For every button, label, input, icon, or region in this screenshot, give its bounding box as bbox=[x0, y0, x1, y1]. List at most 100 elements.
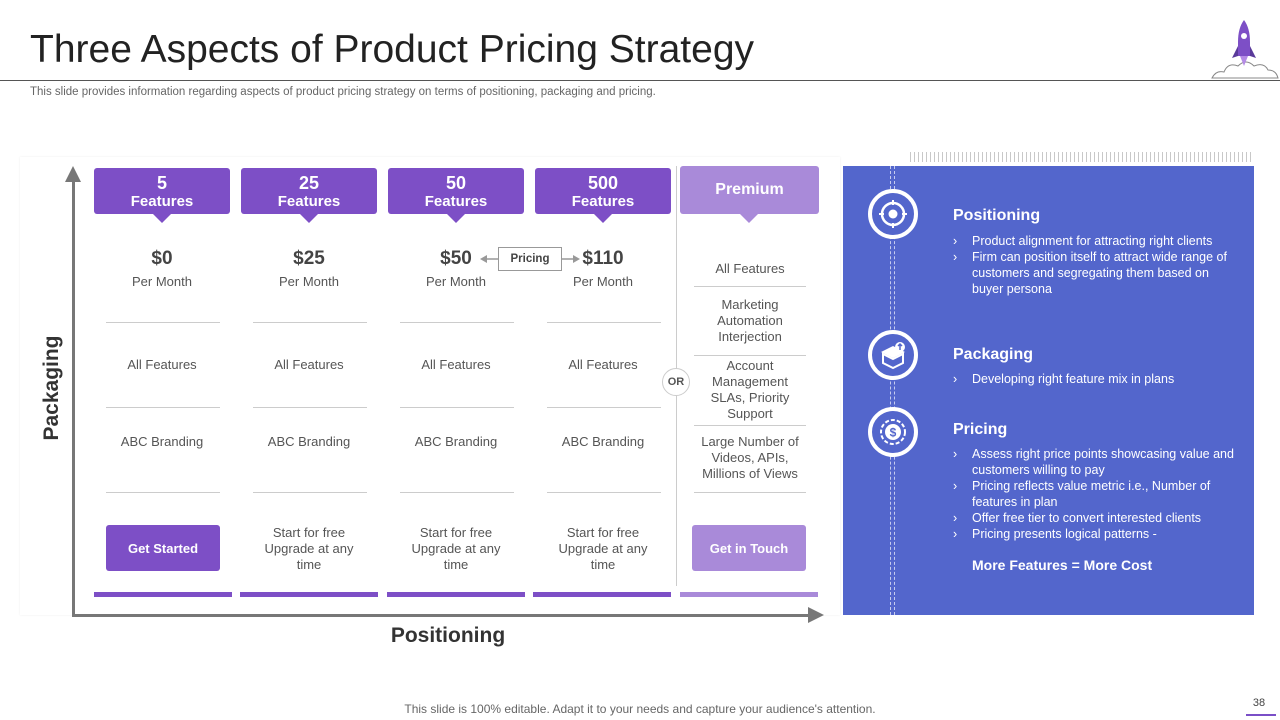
row-divider bbox=[106, 322, 220, 323]
tier-period: Per Month bbox=[279, 274, 339, 289]
tier-cta-text: Start for free Upgrade at any time bbox=[411, 525, 501, 572]
tier-header: 50 Features bbox=[388, 168, 524, 214]
tier-features: All Features bbox=[127, 357, 197, 372]
tier-notch bbox=[153, 214, 171, 223]
tier-branding: ABC Branding bbox=[267, 434, 351, 449]
or-badge: OR bbox=[662, 368, 690, 396]
dollar-coin-icon: $ bbox=[868, 407, 918, 457]
decorative-tick-strip bbox=[910, 152, 1254, 162]
row-divider bbox=[547, 322, 661, 323]
bullet-item: Product alignment for attracting right c… bbox=[953, 233, 1243, 249]
y-axis-arrow-icon bbox=[65, 166, 81, 182]
tier-feature-label: Features bbox=[571, 193, 635, 210]
premium-item: Large Number of Videos, APIs, Millions o… bbox=[701, 434, 799, 481]
tier-feature-label: Features bbox=[424, 193, 488, 210]
tier-period: Per Month bbox=[132, 274, 192, 289]
pricing-emphasis: More Features = More Cost bbox=[972, 557, 1153, 573]
target-icon bbox=[868, 189, 918, 239]
title-divider bbox=[0, 80, 1280, 81]
tier-feature-count: 5 bbox=[156, 173, 167, 193]
premium-item: Account Management SLAs, Priority Suppor… bbox=[710, 358, 790, 421]
positioning-bullets: Product alignment for attracting right c… bbox=[953, 233, 1243, 297]
get-started-button[interactable]: Get Started bbox=[106, 525, 220, 571]
row-divider bbox=[400, 407, 514, 408]
tier-header: 500 Features bbox=[535, 168, 671, 214]
row-divider bbox=[400, 492, 514, 493]
tier-header: 5 Features bbox=[94, 168, 230, 214]
premium-item: Marketing Automation Interjection bbox=[717, 297, 783, 344]
page-number: 38 bbox=[1252, 697, 1266, 709]
tier-feature-label: Features bbox=[277, 193, 341, 210]
tier-branding: ABC Branding bbox=[561, 434, 645, 449]
page-title: Three Aspects of Product Pricing Strateg… bbox=[30, 28, 755, 71]
bullet-item: Assess right price points showcasing val… bbox=[953, 446, 1243, 478]
packaging-title: Packaging bbox=[953, 346, 1034, 363]
tier-footer-bar bbox=[533, 592, 671, 597]
row-divider bbox=[694, 492, 806, 493]
row-divider bbox=[253, 492, 367, 493]
tier-header: 25 Features bbox=[241, 168, 377, 214]
tier-branding: ABC Branding bbox=[414, 434, 498, 449]
page-number-underline bbox=[1246, 714, 1276, 716]
tier-period: Per Month bbox=[573, 274, 633, 289]
tier-features: All Features bbox=[568, 357, 638, 372]
tier-footer-bar bbox=[240, 592, 378, 597]
tier-feature-count: 500 bbox=[587, 173, 619, 193]
x-axis-arrow-icon bbox=[808, 607, 824, 623]
tier-price: $50 bbox=[440, 248, 472, 269]
tier-notch bbox=[447, 214, 465, 223]
x-axis-label: Positioning bbox=[390, 624, 506, 647]
svg-text:$: $ bbox=[890, 426, 897, 440]
tier-price: $0 bbox=[151, 248, 173, 269]
premium-header: Premium bbox=[680, 166, 819, 214]
row-divider bbox=[547, 492, 661, 493]
bullet-item: Firm can position itself to attract wide… bbox=[953, 249, 1243, 297]
tier-notch bbox=[594, 214, 612, 223]
row-divider bbox=[400, 322, 514, 323]
tier-features: All Features bbox=[274, 357, 344, 372]
packaging-bullets: Developing right feature mix in plans bbox=[953, 371, 1243, 387]
row-divider bbox=[253, 322, 367, 323]
package-box-icon bbox=[868, 330, 918, 380]
tier-footer-bar bbox=[387, 592, 525, 597]
get-in-touch-button[interactable]: Get in Touch bbox=[692, 525, 806, 571]
tier-feature-count: 25 bbox=[298, 173, 320, 193]
bullet-item: Offer free tier to convert interested cl… bbox=[953, 510, 1243, 526]
tier-price: $25 bbox=[293, 248, 325, 269]
tier-branding: ABC Branding bbox=[120, 434, 204, 449]
tier-feature-count: 50 bbox=[445, 173, 467, 193]
tier-period: Per Month bbox=[426, 274, 486, 289]
positioning-title: Positioning bbox=[953, 207, 1041, 224]
pricing-tag: Pricing bbox=[498, 247, 562, 271]
pricing-title: Pricing bbox=[953, 421, 1008, 438]
premium-item: All Features bbox=[715, 261, 785, 276]
tier-cta-text: Start for free Upgrade at any time bbox=[264, 525, 354, 572]
y-axis-line bbox=[72, 170, 75, 616]
tier-price: $110 bbox=[582, 248, 624, 269]
row-divider bbox=[694, 355, 806, 356]
footer-note: This slide is 100% editable. Adapt it to… bbox=[404, 702, 876, 716]
page-subtitle: This slide provides information regardin… bbox=[30, 86, 656, 98]
y-axis-label: Packaging bbox=[40, 335, 63, 441]
row-divider bbox=[253, 407, 367, 408]
premium-notch bbox=[740, 214, 758, 223]
pricing-bullets: Assess right price points showcasing val… bbox=[953, 446, 1243, 542]
row-divider bbox=[547, 407, 661, 408]
row-divider bbox=[694, 286, 806, 287]
bullet-item: Developing right feature mix in plans bbox=[953, 371, 1243, 387]
panel-timeline-line bbox=[890, 166, 895, 615]
tier-feature-label: Features bbox=[130, 193, 194, 210]
tier-notch bbox=[300, 214, 318, 223]
premium-footer-bar bbox=[680, 592, 818, 597]
tier-features: All Features bbox=[421, 357, 491, 372]
pricing-arrows-icon bbox=[480, 255, 580, 263]
row-divider bbox=[694, 425, 806, 426]
tier-footer-bar bbox=[94, 592, 232, 597]
rocket-logo-icon bbox=[1208, 16, 1280, 82]
row-divider bbox=[106, 407, 220, 408]
bullet-item: Pricing presents logical patterns - bbox=[953, 526, 1243, 542]
x-axis-line bbox=[72, 614, 812, 617]
bullet-item: Pricing reflects value metric i.e., Numb… bbox=[953, 478, 1243, 510]
row-divider bbox=[106, 492, 220, 493]
tier-cta-text: Start for free Upgrade at any time bbox=[558, 525, 648, 572]
